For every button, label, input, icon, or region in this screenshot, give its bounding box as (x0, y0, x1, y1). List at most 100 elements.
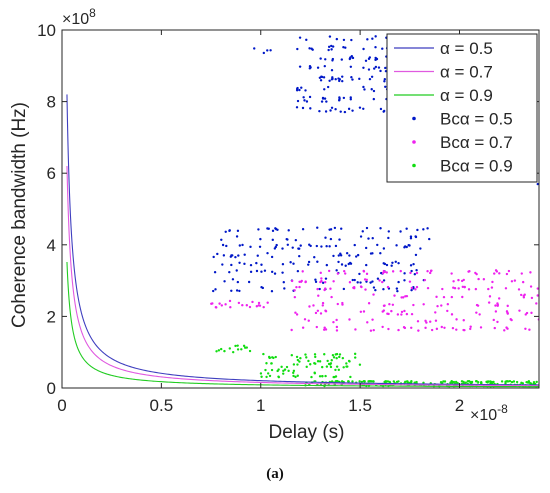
scatter-point (525, 380, 528, 384)
scatter-point (507, 269, 511, 273)
scatter-point (395, 287, 399, 290)
scatter-point (231, 350, 235, 354)
scatter-point (532, 380, 536, 384)
scatter-point (414, 235, 417, 238)
scatter-point (410, 288, 413, 292)
legend-label: α = 0.7 (440, 63, 493, 82)
scatter-point (234, 255, 237, 259)
scatter-point (271, 238, 274, 242)
scatter-point (266, 301, 269, 304)
scatter-point (301, 228, 305, 231)
scatter-point (223, 349, 226, 353)
scatter-point (292, 369, 296, 373)
scatter-point (344, 264, 347, 267)
scatter-point (457, 278, 460, 282)
legend-item: α = 0.9 (394, 86, 493, 105)
scatter-point (354, 328, 357, 331)
scatter-point (482, 278, 486, 281)
scatter-point (324, 110, 328, 113)
scatter-point (268, 356, 272, 360)
scatter-point (313, 361, 316, 365)
scatter-point (249, 270, 253, 274)
scatter-point (325, 244, 328, 248)
scatter-point (390, 264, 393, 267)
scatter-point (220, 238, 223, 241)
scatter-point (339, 254, 343, 257)
scatter-point (413, 273, 417, 276)
scatter-point (298, 360, 301, 363)
scatter-point (517, 288, 521, 291)
scatter-point (257, 301, 261, 305)
scatter-point (327, 45, 331, 49)
scatter-point (337, 368, 340, 372)
scatter-point (408, 280, 412, 283)
scatter-point (342, 96, 346, 100)
scatter-point (368, 77, 372, 81)
scatter-point (393, 294, 396, 297)
scatter-point (467, 288, 471, 291)
scatter-point (318, 76, 322, 79)
scatter-point (224, 303, 227, 306)
scatter-point (264, 368, 267, 372)
scatter-point (518, 309, 521, 312)
scatter-point (467, 379, 471, 383)
scatter-point (387, 327, 390, 331)
scatter-point (337, 77, 340, 80)
scatter-point (415, 269, 418, 272)
scatter-point (365, 272, 369, 276)
scatter-point (515, 380, 519, 384)
scatter-point (500, 380, 504, 383)
scatter-point (440, 304, 443, 307)
legend-item: α = 0.5 (394, 39, 493, 58)
scatter-point (362, 107, 365, 110)
scatter-point (276, 228, 279, 232)
scatter-point (422, 228, 425, 231)
scatter-point (323, 88, 326, 91)
scatter-point (238, 261, 241, 264)
scatter-point (372, 89, 376, 93)
scatter-point (330, 69, 334, 72)
scatter-point (387, 236, 390, 240)
scatter-point (292, 262, 295, 265)
scatter-point (408, 244, 411, 247)
scatter-point (343, 269, 346, 273)
scatter-point (426, 270, 429, 273)
scatter-point (323, 353, 326, 356)
scatter-point (315, 244, 319, 248)
scatter-point (351, 380, 354, 383)
scatter-point (350, 76, 353, 79)
scatter-point (384, 85, 387, 89)
scatter-point (215, 350, 218, 353)
scatter-point (320, 277, 323, 280)
scatter-point (376, 243, 379, 247)
scatter-point (314, 280, 318, 284)
scatter-point (330, 106, 334, 109)
scatter-point (415, 285, 419, 289)
scatter-point (228, 270, 231, 274)
scatter-point (422, 303, 425, 306)
scatter-point (365, 263, 368, 267)
x-tick-label: 1 (256, 396, 265, 415)
scatter-point (378, 279, 381, 282)
scatter-point (498, 272, 501, 275)
scatter-point (358, 380, 361, 383)
scatter-point (388, 303, 391, 306)
scatter-point (332, 356, 336, 359)
scatter-point (410, 269, 413, 273)
scatter-point (324, 374, 327, 378)
scatter-point (449, 381, 452, 384)
y-tick-label: 0 (47, 379, 56, 398)
scatter-point (337, 260, 340, 264)
scatter-point (269, 49, 272, 52)
scatter-point (307, 263, 310, 266)
scatter-point (379, 69, 382, 73)
scatter-point (391, 303, 395, 307)
scatter-point (405, 380, 409, 383)
scatter-point (329, 365, 333, 369)
scatter-point (249, 245, 252, 249)
scatter-point (522, 294, 525, 298)
scatter-point (351, 278, 354, 282)
scatter-point (494, 269, 498, 272)
scatter-point (345, 362, 348, 365)
scatter-point (248, 305, 252, 309)
